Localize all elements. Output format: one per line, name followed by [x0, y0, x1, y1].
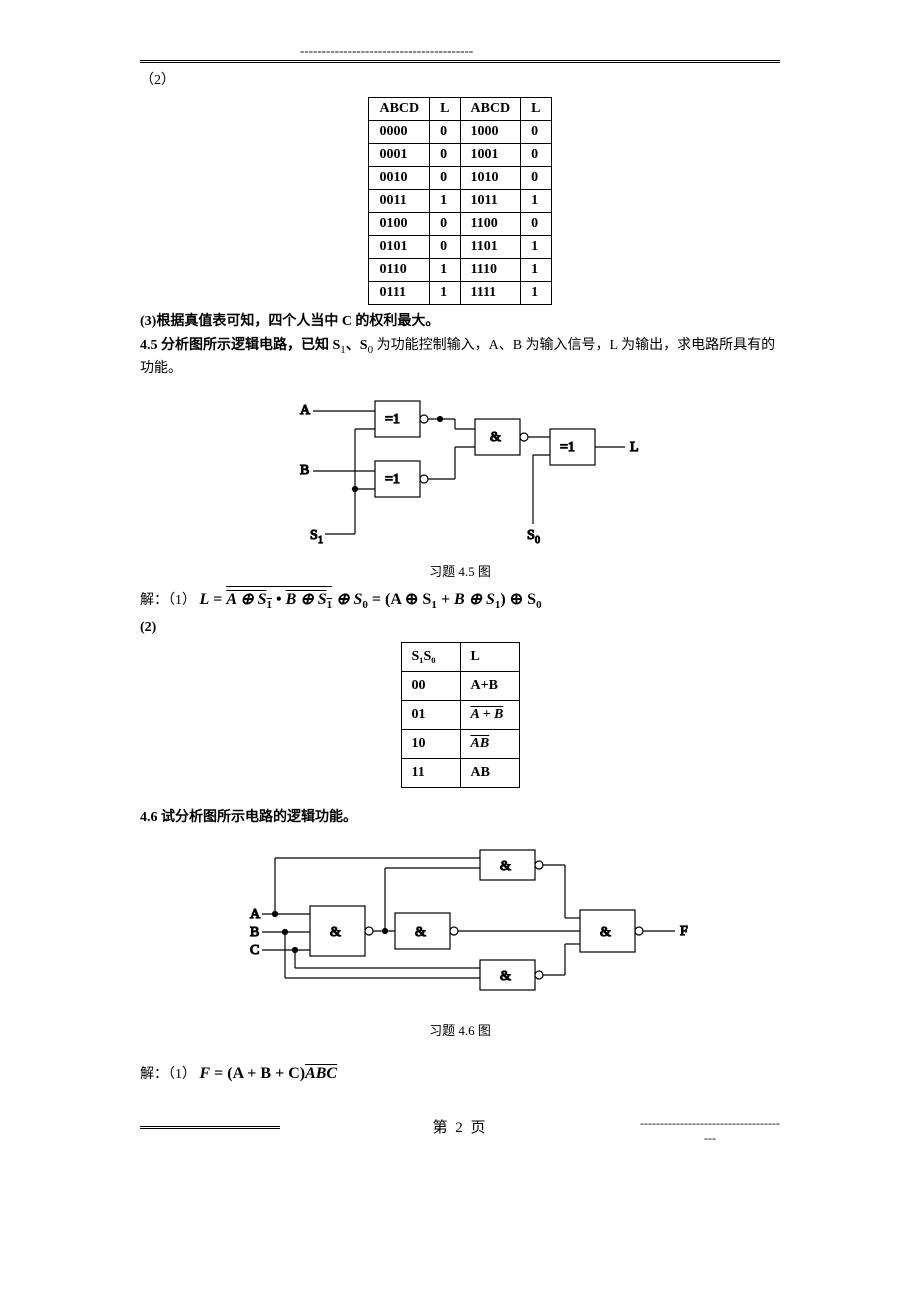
circuit-4-6: A B C &: [140, 838, 780, 1039]
label-s1: S: [310, 528, 318, 543]
table-row: 0000010000: [369, 121, 551, 144]
gate-xor: =1: [560, 440, 575, 455]
gate-xnor-1: =1: [385, 412, 400, 427]
table-row: 0100011000: [369, 213, 551, 236]
th-abcd-2: ABCD: [460, 98, 521, 121]
item-2-label: （2）: [140, 69, 780, 89]
label-f: F: [680, 924, 688, 939]
table-row: 00 A+B: [401, 671, 519, 700]
gate-nand-2: &: [415, 925, 426, 940]
th-s1s0: S₁S₀: [401, 642, 460, 671]
label-c: C: [250, 943, 259, 958]
th-l-1: L: [430, 98, 460, 121]
table-row: 0101011011: [369, 236, 551, 259]
caption-4-6: 习题 4.6 图: [140, 1020, 780, 1039]
gate-nand-final: &: [600, 925, 611, 940]
circuit-4-5: A B S 1 =1 =1: [140, 389, 780, 580]
label-a: A: [300, 403, 311, 418]
gate-nand-1: &: [330, 925, 341, 940]
function-table: S₁S₀ L 00 A+B 01 A + B 10 AB 11 AB: [401, 642, 520, 788]
table-row: 10 AB: [401, 729, 519, 758]
table-row: 11 AB: [401, 758, 519, 787]
th-l-2: L: [521, 98, 551, 121]
svg-text:1: 1: [318, 535, 323, 546]
svg-text:0: 0: [535, 535, 540, 546]
table-row: 0011110111: [369, 190, 551, 213]
solution-4-6-eq: 解：（1） F = (A + B + C)ABC: [140, 1062, 780, 1086]
table-row: 0110111101: [369, 259, 551, 282]
item-3-text: (3)根据真值表可知，四个人当中 C 的权利最大。: [140, 311, 780, 332]
truth-table: ABCD L ABCD L 0000010000 0001010010 0010…: [368, 97, 551, 305]
table-row: 0010010100: [369, 167, 551, 190]
solution-4-5-eq: 解：（1） L = A ⊕ S1 • B ⊕ S1 ⊕ S0 = (A ⊕ S1…: [140, 586, 780, 614]
question-4-6: 4.6 试分析图所示电路的逻辑功能。: [140, 807, 780, 828]
th-l: L: [460, 642, 519, 671]
gate-nand-3: &: [500, 859, 511, 874]
label-b: B: [300, 463, 309, 478]
table-row: 0111111111: [369, 282, 551, 305]
gate-xnor-2: =1: [385, 472, 400, 487]
table-row: 0001010010: [369, 144, 551, 167]
header-rule: [140, 60, 780, 63]
gate-nand-4: &: [500, 969, 511, 984]
label-a: A: [250, 907, 261, 922]
item-2b-label: (2): [140, 617, 780, 638]
gate-nand: &: [490, 430, 501, 445]
table-row: 01 A + B: [401, 700, 519, 729]
question-4-5: 4.5 分析图所示逻辑电路，已知 S1、S0 为功能控制输入，A、B 为输入信号…: [140, 335, 780, 379]
page-footer: 第 2 页 ----------------------------------…: [140, 1116, 780, 1137]
caption-4-5: 习题 4.5 图: [140, 561, 780, 580]
label-b: B: [250, 925, 259, 940]
th-abcd-1: ABCD: [369, 98, 430, 121]
label-s0: S: [527, 528, 535, 543]
label-l: L: [630, 440, 639, 455]
